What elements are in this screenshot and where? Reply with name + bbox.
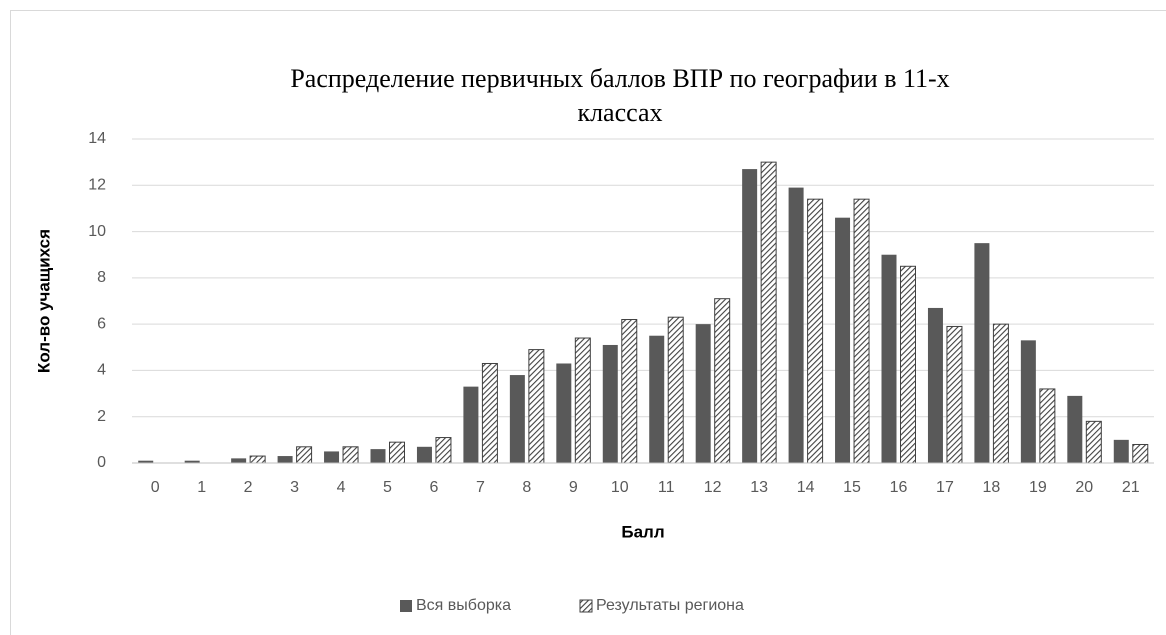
bar bbox=[1067, 395, 1083, 463]
y-tick-label: 8 bbox=[97, 269, 106, 286]
x-tick-label: 18 bbox=[983, 479, 1001, 496]
x-tick-label: 7 bbox=[476, 479, 485, 496]
chart-border bbox=[10, 10, 1166, 635]
y-tick-label: 2 bbox=[97, 408, 106, 425]
bar bbox=[1020, 340, 1036, 463]
y-tick-label: 6 bbox=[97, 315, 106, 332]
bar bbox=[574, 337, 591, 464]
x-tick-label: 13 bbox=[750, 479, 768, 496]
bar bbox=[927, 307, 943, 463]
x-tick-label: 8 bbox=[522, 479, 531, 496]
y-tick-label: 12 bbox=[88, 177, 106, 194]
x-axis-title: Балл bbox=[621, 522, 664, 541]
x-tick-label: 0 bbox=[151, 479, 160, 496]
chart-title: классах bbox=[577, 98, 662, 127]
bar bbox=[807, 198, 824, 464]
legend-label: Вся выборка bbox=[416, 597, 511, 614]
x-tick-label: 6 bbox=[430, 479, 439, 496]
bar bbox=[416, 446, 432, 463]
bar bbox=[556, 363, 572, 463]
legend-swatch bbox=[400, 600, 412, 612]
y-tick-label: 0 bbox=[97, 454, 106, 471]
x-tick-label: 2 bbox=[244, 479, 253, 496]
x-tick-label: 10 bbox=[611, 479, 629, 496]
bar bbox=[463, 386, 479, 463]
chart-title: Распределение первичных баллов ВПР по ге… bbox=[290, 64, 949, 93]
y-axis-title: Кол-во учащихся bbox=[34, 229, 53, 373]
bar bbox=[835, 217, 851, 463]
bar bbox=[649, 335, 665, 463]
bar bbox=[667, 316, 684, 464]
bar bbox=[602, 344, 618, 463]
bar bbox=[184, 460, 200, 463]
bar bbox=[435, 437, 452, 464]
bar bbox=[389, 441, 405, 464]
x-tick-label: 4 bbox=[337, 479, 346, 496]
bar bbox=[296, 446, 313, 464]
x-tick-label: 9 bbox=[569, 479, 578, 496]
bar bbox=[788, 187, 804, 463]
y-tick-label: 10 bbox=[88, 223, 106, 240]
legend-swatch bbox=[579, 599, 593, 613]
bar bbox=[714, 298, 731, 464]
bar bbox=[509, 375, 525, 463]
bar bbox=[277, 456, 293, 463]
bar bbox=[946, 325, 963, 464]
x-tick-label: 12 bbox=[704, 479, 722, 496]
bar bbox=[1039, 388, 1056, 464]
bar bbox=[370, 449, 386, 463]
bar bbox=[1085, 420, 1102, 464]
x-tick-label: 1 bbox=[197, 479, 206, 496]
bar bbox=[742, 169, 758, 464]
bar bbox=[231, 458, 247, 463]
bar bbox=[1113, 439, 1129, 463]
bar bbox=[881, 254, 897, 463]
bar bbox=[1132, 443, 1149, 464]
bar bbox=[760, 161, 777, 464]
x-tick-label: 17 bbox=[936, 479, 954, 496]
x-tick-label: 3 bbox=[290, 479, 299, 496]
x-tick-label: 11 bbox=[658, 479, 675, 496]
bar bbox=[324, 451, 340, 463]
x-tick-label: 5 bbox=[383, 479, 392, 496]
bar bbox=[249, 455, 266, 464]
bar bbox=[621, 319, 638, 464]
bar bbox=[695, 324, 711, 463]
x-tick-label: 21 bbox=[1122, 479, 1140, 496]
bar bbox=[138, 460, 154, 463]
bar bbox=[342, 446, 359, 464]
legend-label: Результаты региона bbox=[596, 597, 744, 614]
bar bbox=[974, 243, 990, 463]
x-tick-label: 16 bbox=[890, 479, 908, 496]
bar bbox=[853, 198, 870, 464]
bar bbox=[992, 323, 1009, 464]
y-tick-label: 14 bbox=[88, 130, 106, 147]
bar bbox=[528, 349, 545, 464]
x-tick-label: 14 bbox=[797, 479, 815, 496]
bar bbox=[481, 362, 498, 464]
y-tick-label: 4 bbox=[97, 362, 106, 379]
x-tick-label: 19 bbox=[1029, 479, 1047, 496]
bar bbox=[900, 265, 916, 464]
x-tick-label: 20 bbox=[1075, 479, 1093, 496]
x-tick-label: 15 bbox=[843, 479, 861, 496]
